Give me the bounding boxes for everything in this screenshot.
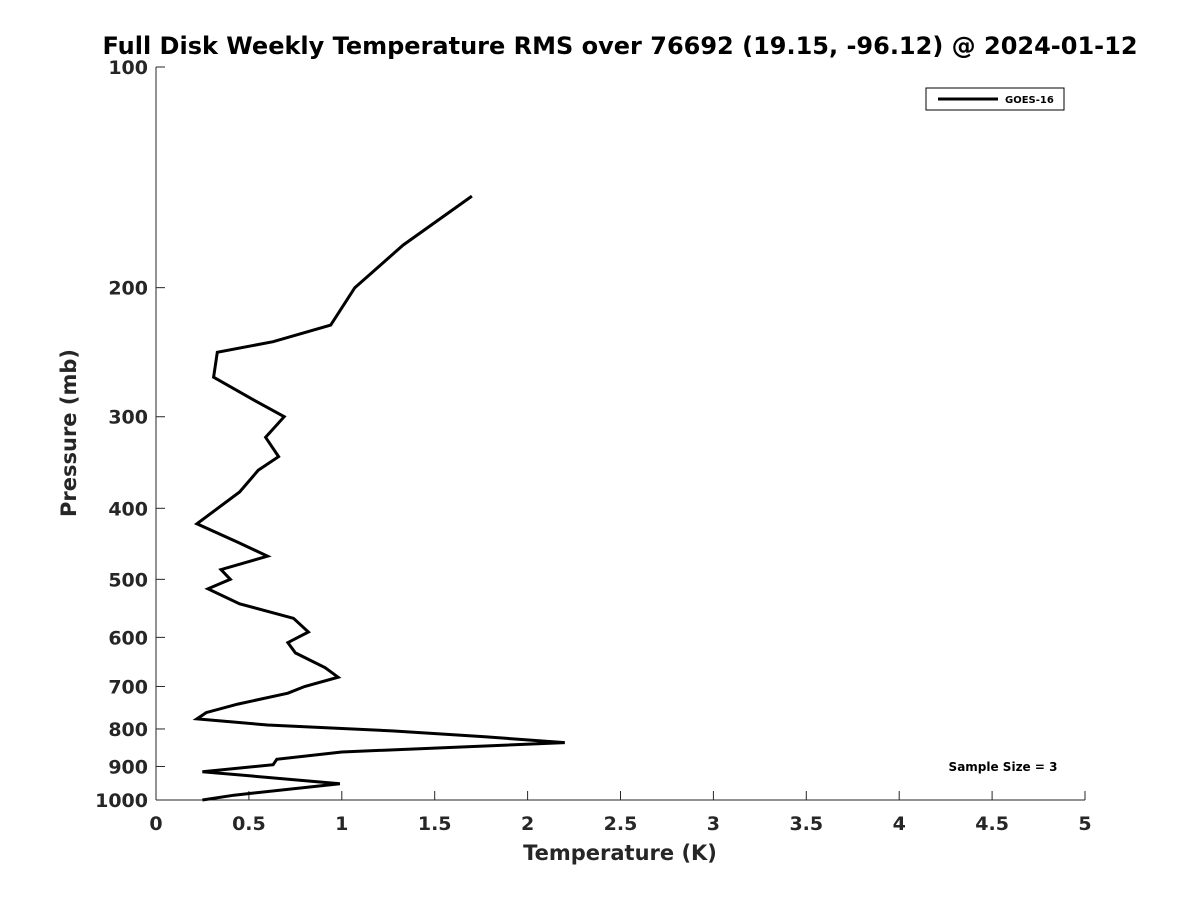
legend-entry-goes16: GOES-16 bbox=[1005, 95, 1054, 106]
y-tick-label: 1000 bbox=[95, 790, 148, 812]
sample-size-annotation: Sample Size = 3 bbox=[949, 760, 1058, 774]
x-tick-label: 4 bbox=[893, 813, 906, 835]
x-tick-label: 0 bbox=[149, 813, 162, 835]
x-tick-label: 3.5 bbox=[789, 813, 823, 835]
legend: GOES-16 bbox=[925, 87, 1065, 111]
y-tick-label: 300 bbox=[108, 407, 148, 429]
x-tick-label: 2 bbox=[521, 813, 534, 835]
y-axis-label: Pressure (mb) bbox=[57, 349, 81, 517]
y-axis-ticks: 100 200 300 400 500 600 700 800 900 1000 bbox=[95, 57, 165, 812]
x-axis-ticks: 0 0.5 1 1.5 2 2.5 3 3.5 4 4.5 5 bbox=[149, 791, 1092, 835]
y-tick-label: 400 bbox=[108, 498, 148, 520]
y-tick-label: 700 bbox=[108, 676, 148, 698]
series-lines bbox=[192, 194, 565, 802]
chart-title: Full Disk Weekly Temperature RMS over 76… bbox=[102, 32, 1137, 60]
x-tick-label: 0.5 bbox=[232, 813, 266, 835]
series-line-goes16 bbox=[192, 194, 565, 802]
y-tick-label: 600 bbox=[108, 627, 148, 649]
x-tick-label: 4.5 bbox=[975, 813, 1009, 835]
y-tick-label: 200 bbox=[108, 278, 148, 300]
y-tick-label: 500 bbox=[108, 569, 148, 591]
x-tick-label: 1 bbox=[335, 813, 348, 835]
x-tick-label: 2.5 bbox=[604, 813, 638, 835]
x-tick-label: 1.5 bbox=[418, 813, 452, 835]
y-tick-label: 900 bbox=[108, 756, 148, 778]
y-tick-label: 800 bbox=[108, 719, 148, 741]
x-tick-label: 3 bbox=[707, 813, 720, 835]
y-tick-label: 100 bbox=[108, 57, 148, 79]
x-axis-label: Temperature (K) bbox=[523, 841, 717, 865]
x-tick-label: 5 bbox=[1078, 813, 1091, 835]
